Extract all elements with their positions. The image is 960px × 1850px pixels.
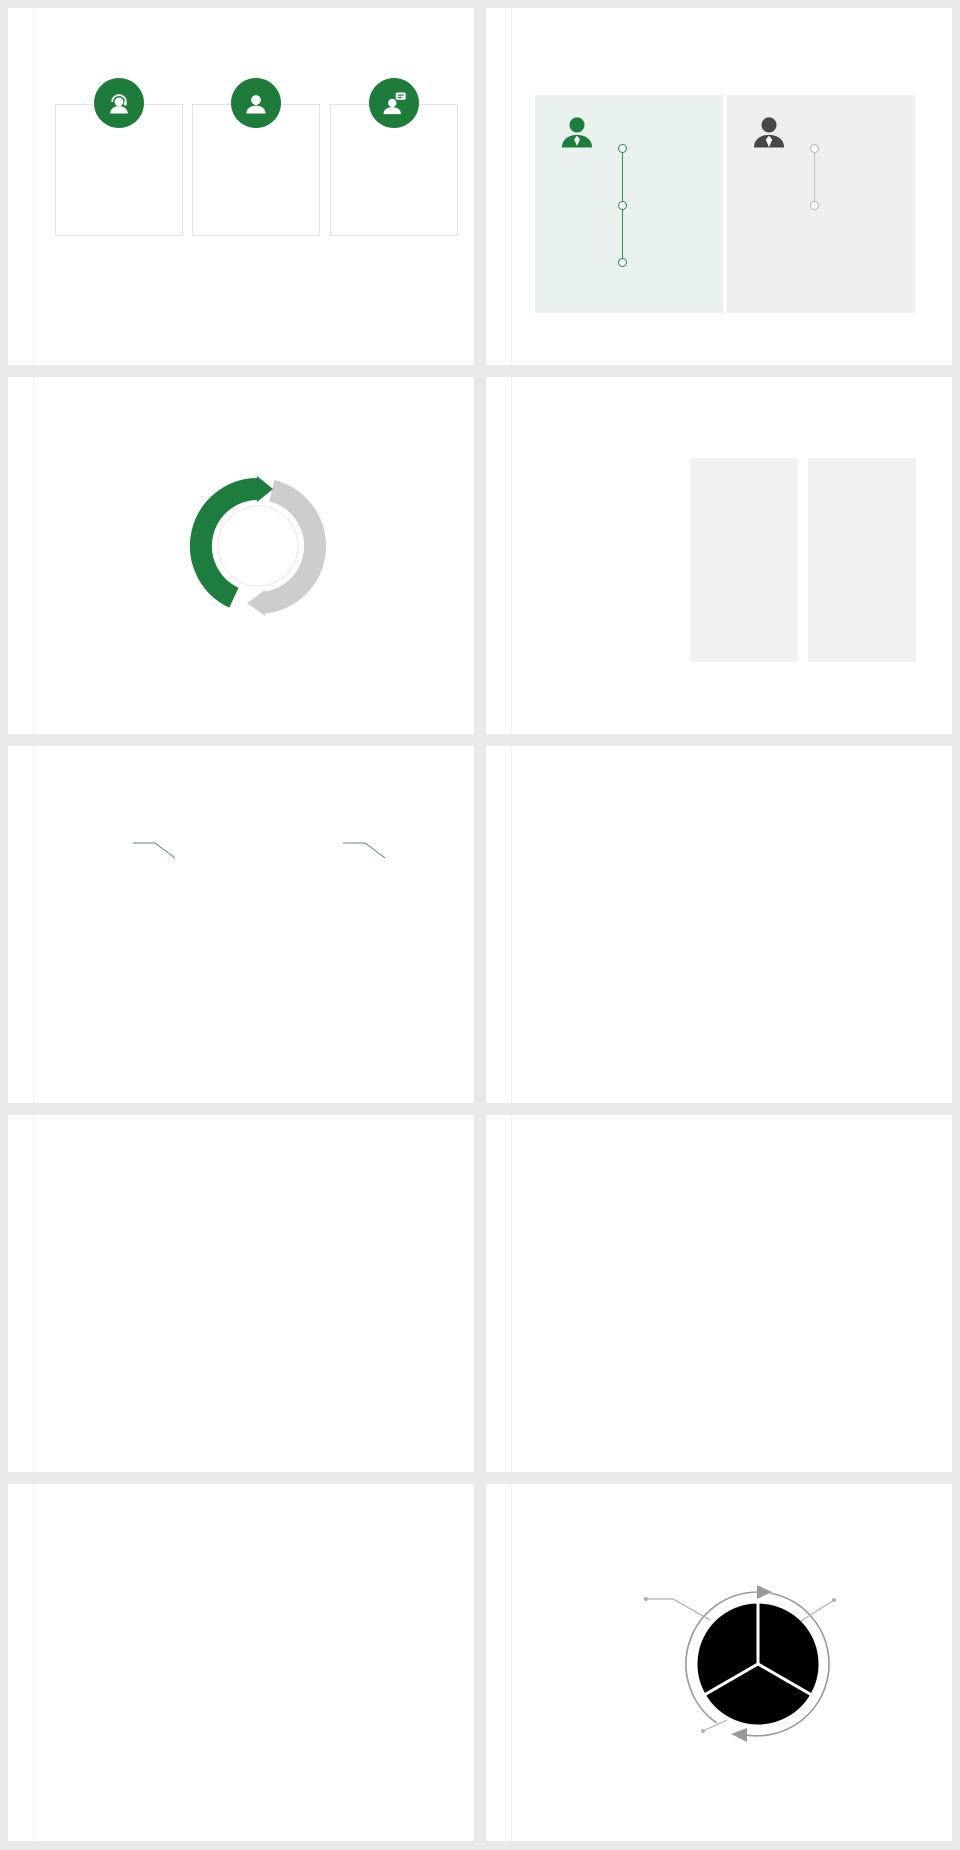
person-dark-icon [747, 109, 791, 158]
timeline-node [810, 144, 819, 153]
slide-thumbnail-57[interactable] [486, 746, 952, 1103]
slide-thumbnail-60[interactable] [8, 1484, 474, 1841]
callout-line [341, 838, 401, 873]
slide-thumbnail-61[interactable] [486, 1484, 952, 1841]
person-icon [231, 78, 281, 128]
line-chart [538, 828, 808, 988]
operator-icon [94, 78, 144, 128]
slide-sidebar [486, 1484, 512, 1841]
slide-sidebar [8, 1484, 34, 1841]
slide-sidebar [8, 377, 34, 734]
bar-chart [183, 1179, 475, 1419]
timeline-item [827, 140, 913, 142]
area-chart [537, 1225, 952, 1425]
timeline-item [635, 140, 721, 142]
kpi-card [808, 458, 916, 662]
slide-thumbnail-56[interactable] [8, 746, 474, 1103]
comparison-panel-right [727, 95, 915, 313]
timeline-item [827, 197, 913, 199]
chat-person-icon [369, 78, 419, 128]
slide-sidebar [8, 8, 34, 365]
timeline-node [810, 201, 819, 210]
slide-thumbnail-58[interactable] [8, 1115, 474, 1472]
timeline-item [635, 197, 721, 199]
callout-line [131, 838, 191, 873]
timeline-line [814, 147, 815, 204]
slide-sidebar [8, 746, 34, 1103]
radar-chart [193, 1530, 468, 1830]
timeline-item [635, 254, 721, 256]
slide-sidebar [486, 377, 512, 734]
pie-segment-p03 [702, 1662, 814, 1728]
person-green-icon [555, 109, 599, 158]
slide-thumbnail-54[interactable] [8, 377, 474, 734]
pie-chart [673, 1579, 843, 1754]
kpi-card [690, 458, 798, 662]
timeline-node [618, 144, 627, 153]
comparison-panel-left [535, 95, 723, 313]
slide-sidebar [486, 8, 512, 365]
slide-sidebar [8, 1115, 34, 1472]
slide-thumbnail-59[interactable] [486, 1115, 952, 1472]
timeline-node [618, 258, 627, 267]
slide-thumbnail-55[interactable] [486, 377, 952, 734]
slide-thumbnail-52[interactable] [8, 8, 474, 365]
slide-sidebar [486, 746, 512, 1103]
cycle-arrows-diagram [173, 461, 343, 636]
timeline-node [618, 201, 627, 210]
slide-thumbnail-53[interactable] [486, 8, 952, 365]
slide-sidebar [486, 1115, 512, 1472]
